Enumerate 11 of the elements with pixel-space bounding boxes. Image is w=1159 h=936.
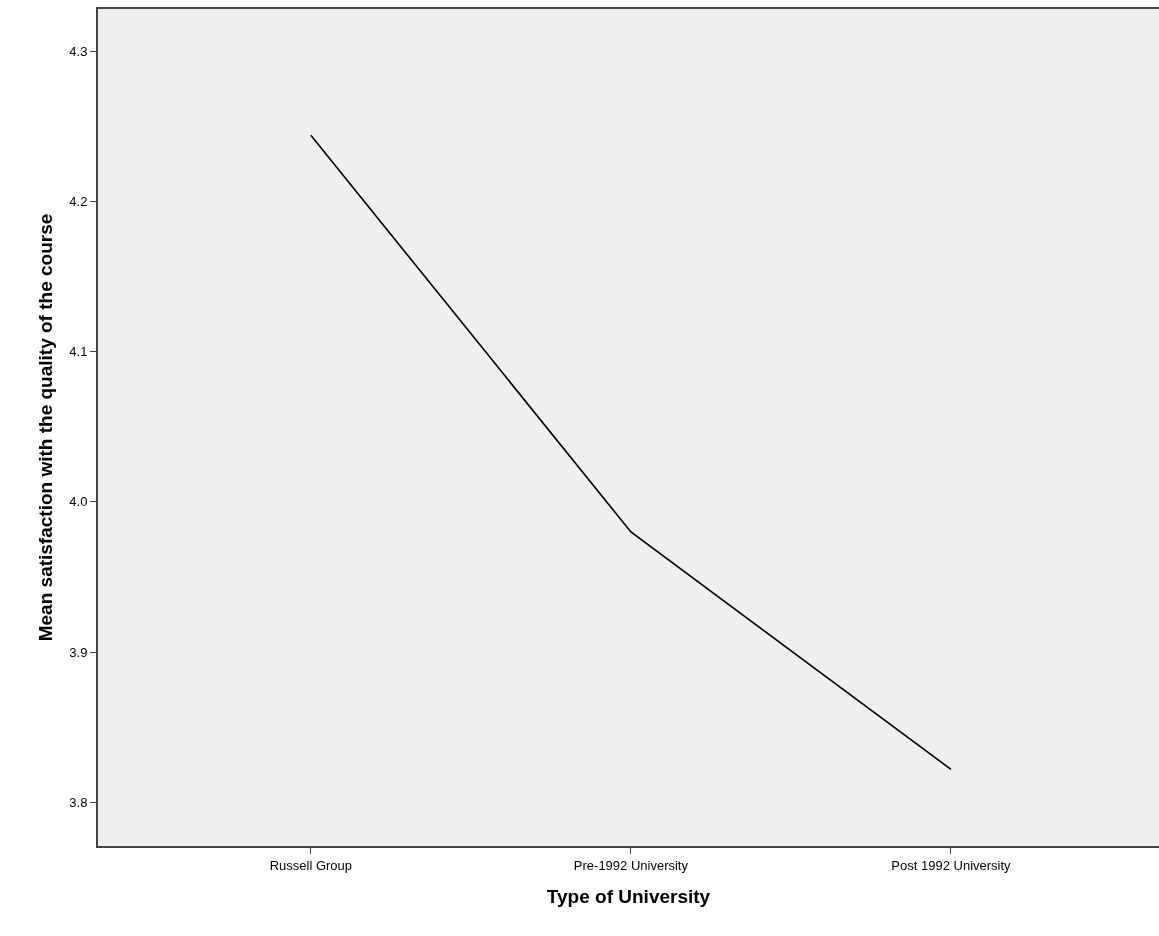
x-tick-label: Post 1992 University <box>891 857 1012 873</box>
x-axis-title: Type of University <box>546 885 711 907</box>
y-tick-label: 4.3 <box>69 43 88 59</box>
y-axis-title: Mean satisfaction with the quality of the course <box>34 213 56 642</box>
y-tick-label: 3.8 <box>69 794 88 810</box>
x-tick-label: Pre-1992 University <box>573 857 689 873</box>
y-tick-label: 4.1 <box>69 344 88 360</box>
x-tick-label: Russell Group <box>269 857 353 873</box>
y-tick-label: 4.2 <box>69 193 88 209</box>
y-tick-label: 3.9 <box>69 644 88 660</box>
y-tick-label: 4.0 <box>69 494 88 510</box>
